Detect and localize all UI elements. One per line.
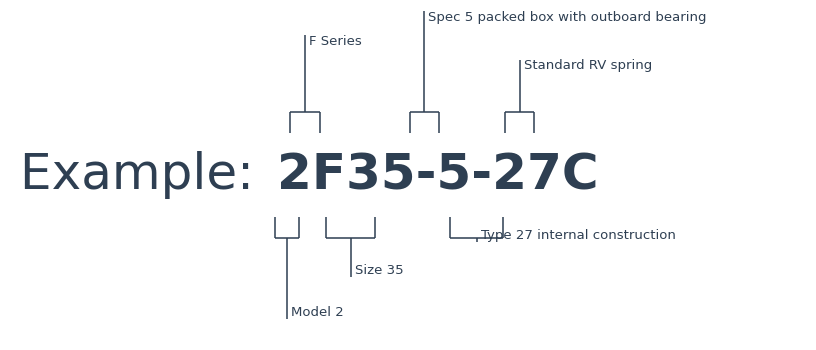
Text: Spec 5 packed box with outboard bearing: Spec 5 packed box with outboard bearing [428, 10, 707, 23]
Text: Type 27 internal construction: Type 27 internal construction [481, 229, 676, 241]
Text: Size 35: Size 35 [355, 264, 404, 276]
Text: Example:: Example: [20, 151, 270, 199]
Text: F Series: F Series [309, 35, 362, 48]
Text: 2F35-5-27C: 2F35-5-27C [277, 151, 599, 199]
Text: Model 2: Model 2 [291, 306, 344, 318]
Text: Standard RV spring: Standard RV spring [524, 60, 652, 72]
